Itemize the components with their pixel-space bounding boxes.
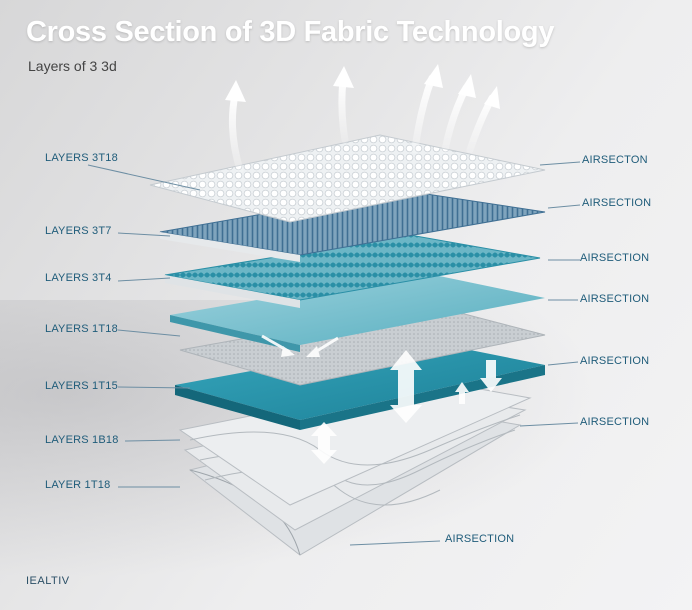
left-label-5: LAYERS 1T15 xyxy=(45,380,118,392)
right-label-5: AIRSECTION xyxy=(580,355,650,367)
left-label-6: LAYERS 1B18 xyxy=(45,434,119,446)
right-label-1: AIRSECTON xyxy=(582,154,648,166)
left-label-3: LAYERS 3T4 xyxy=(45,272,112,284)
right-label-2: AIRSECTION xyxy=(582,197,652,209)
right-label-7: AIRSECTION xyxy=(445,533,515,545)
top-bubble-layer xyxy=(149,134,546,223)
page-subtitle: Layers of 3 3d xyxy=(28,58,117,74)
airflow-arrowheads xyxy=(225,64,500,109)
left-label-7: LAYER 1T18 xyxy=(45,479,111,491)
left-label-2: LAYERS 3T7 xyxy=(45,225,112,237)
leader-lines xyxy=(87,161,581,546)
right-label-6: AIRSECTION xyxy=(580,416,650,428)
page-title: Cross Section of 3D Fabric Technology xyxy=(26,16,555,48)
right-label-3: AIRSECTION xyxy=(580,252,650,264)
left-label-4: LAYERS 1T18 xyxy=(45,323,118,335)
left-label-1: LAYERS 3T18 xyxy=(45,152,118,164)
right-label-4: AIRSECTION xyxy=(580,293,650,305)
footer-brand: IEALTIV xyxy=(26,575,70,587)
internal-flow-arrows xyxy=(261,334,502,464)
light-teal-layer xyxy=(170,272,545,352)
